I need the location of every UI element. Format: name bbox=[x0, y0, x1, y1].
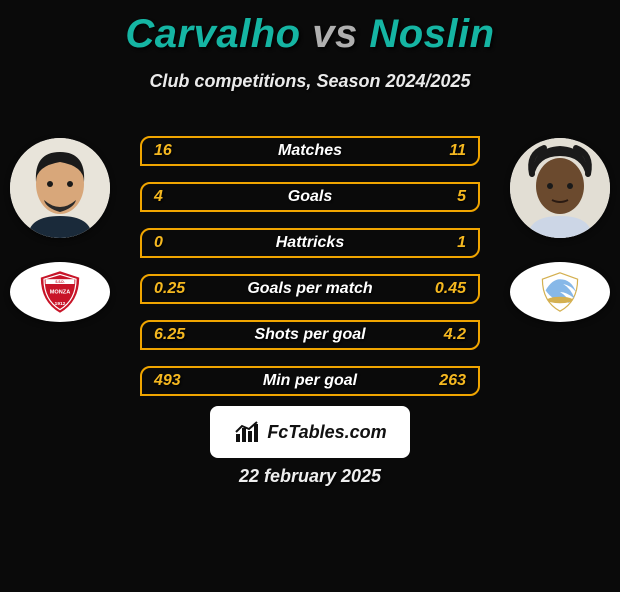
stat-value-left: 16 bbox=[154, 142, 172, 160]
svg-text:1912: 1912 bbox=[55, 301, 66, 307]
stats-table: 16 Matches 11 4 Goals 5 0 Hattricks 1 0.25 Goals p… bbox=[140, 136, 480, 396]
stat-value-left: 0 bbox=[154, 234, 163, 252]
stat-row: 6.25 Shots per goal 4.2 bbox=[140, 320, 480, 350]
title-player1: Carvalho bbox=[125, 12, 300, 56]
player-right-face-icon bbox=[510, 138, 610, 238]
stat-label: Hattricks bbox=[276, 234, 344, 252]
stat-value-left: 493 bbox=[154, 372, 181, 390]
stat-row: 0.25 Goals per match 0.45 bbox=[140, 274, 480, 304]
chart-icon bbox=[233, 418, 261, 446]
stat-value-right: 1 bbox=[457, 234, 466, 252]
watermark-text: FcTables.com bbox=[267, 422, 386, 443]
club-right-crest-icon bbox=[530, 268, 590, 316]
player-left-column: S.S.D. MONZA 1912 bbox=[10, 138, 110, 322]
date-text: 22 february 2025 bbox=[0, 466, 620, 487]
club-left-crest-icon: S.S.D. MONZA 1912 bbox=[30, 268, 90, 316]
title-vs: vs bbox=[312, 12, 358, 56]
player-right-avatar bbox=[510, 138, 610, 238]
stat-label: Matches bbox=[278, 142, 342, 160]
club-left-badge: S.S.D. MONZA 1912 bbox=[10, 262, 110, 322]
stat-row: 4 Goals 5 bbox=[140, 182, 480, 212]
stat-row: 493 Min per goal 263 bbox=[140, 366, 480, 396]
stat-value-right: 4.2 bbox=[444, 326, 466, 344]
stat-value-right: 11 bbox=[449, 142, 466, 160]
stat-value-right: 263 bbox=[439, 372, 466, 390]
stat-value-left: 4 bbox=[154, 188, 163, 206]
watermark: FcTables.com bbox=[210, 406, 410, 458]
stat-label: Min per goal bbox=[263, 372, 357, 390]
stat-label: Shots per goal bbox=[254, 326, 365, 344]
svg-text:MONZA: MONZA bbox=[50, 290, 71, 296]
stat-label: Goals bbox=[288, 188, 332, 206]
stat-value-left: 6.25 bbox=[154, 326, 185, 344]
page-title: Carvalho vs Noslin bbox=[0, 12, 620, 57]
player-left-face-icon bbox=[10, 138, 110, 238]
stat-row: 0 Hattricks 1 bbox=[140, 228, 480, 258]
stat-label: Goals per match bbox=[247, 280, 372, 298]
player-right-column bbox=[510, 138, 610, 322]
svg-text:S.S.D.: S.S.D. bbox=[55, 280, 64, 284]
stat-value-left: 0.25 bbox=[154, 280, 185, 298]
club-right-badge bbox=[510, 262, 610, 322]
stat-value-right: 0.45 bbox=[435, 280, 466, 298]
stat-row: 16 Matches 11 bbox=[140, 136, 480, 166]
title-player2: Noslin bbox=[369, 12, 494, 56]
subtitle: Club competitions, Season 2024/2025 bbox=[0, 71, 620, 92]
stat-value-right: 5 bbox=[457, 188, 466, 206]
player-left-avatar bbox=[10, 138, 110, 238]
